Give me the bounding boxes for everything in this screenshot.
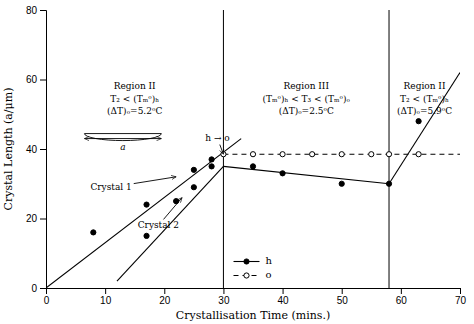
point xyxy=(250,164,255,169)
axis-line xyxy=(47,289,461,295)
tick-label: 10 xyxy=(100,295,112,306)
tick-label: 50 xyxy=(337,295,349,306)
tick-label: 40 xyxy=(278,295,290,306)
region-boundary xyxy=(389,10,390,288)
series-line xyxy=(46,139,241,288)
point xyxy=(91,230,96,235)
series-line xyxy=(223,166,389,183)
tick-label: 40 xyxy=(26,144,38,155)
tick-label: 80 xyxy=(26,5,38,16)
region-boundary xyxy=(223,10,224,288)
axis-line xyxy=(40,11,47,289)
annotations: Region II T₂ < (Tₘᵒ)ₕ (ΔT)ₒ=5.2ᵒC Region II… xyxy=(84,81,452,230)
legend-item: h xyxy=(234,255,273,266)
point xyxy=(369,152,374,157)
annotation: Region II xyxy=(114,81,156,91)
tick-mark xyxy=(283,288,284,294)
annotation: (ΔT)ₒ=5.2ᵒC xyxy=(107,106,162,116)
lens-diagram xyxy=(84,134,161,141)
point xyxy=(416,152,421,157)
plot-area: 0 10 20 30 40 50 60 70 0 20 40 60 80 Region II T₂ < (T… xyxy=(26,5,467,306)
annotation: Crystal 2 xyxy=(138,220,179,230)
annotation-arrow xyxy=(163,198,182,220)
tick-mark xyxy=(460,288,461,294)
tick: 0 xyxy=(31,283,46,294)
marks xyxy=(46,10,460,288)
point xyxy=(209,157,214,162)
annotation: h → o xyxy=(205,133,229,143)
point xyxy=(144,233,149,238)
annotation: Region II xyxy=(404,81,446,91)
y-axis: 0 20 40 60 80 xyxy=(26,5,47,294)
series-line xyxy=(117,166,223,281)
tick: 10 xyxy=(100,288,112,306)
tick-label: 70 xyxy=(455,295,467,306)
annotation-arrow xyxy=(220,145,224,155)
tick: 20 xyxy=(26,213,46,224)
tick-label: 60 xyxy=(26,74,38,85)
tick-label: 0 xyxy=(44,295,50,306)
annotation-arrow xyxy=(134,177,176,184)
point xyxy=(209,164,214,169)
tick: 30 xyxy=(218,288,230,306)
point xyxy=(310,152,315,157)
legend: ho xyxy=(234,255,273,280)
tick-mark xyxy=(40,10,46,11)
tick-mark xyxy=(40,219,46,220)
point-group xyxy=(91,119,421,239)
annotation: Crystal 1 xyxy=(90,182,131,192)
tick: 80 xyxy=(26,5,46,16)
tick-mark xyxy=(164,288,165,294)
chart: 0 10 20 30 40 50 60 70 0 20 40 60 80 Region II T₂ < (T… xyxy=(0,0,474,324)
point xyxy=(191,167,196,172)
tick-mark xyxy=(105,288,106,294)
annotation: T₂ < (Tₘᵒ)ₕ xyxy=(400,94,449,104)
legend-item: o xyxy=(234,269,272,280)
tick-mark xyxy=(401,288,402,294)
point-group xyxy=(221,152,421,157)
annotation: (ΔT)ₒ=2.5ᵒC xyxy=(279,106,334,116)
point xyxy=(416,119,421,124)
legend-marker xyxy=(244,259,249,264)
tick-mark xyxy=(40,288,46,289)
tick: 40 xyxy=(278,288,290,306)
point xyxy=(386,152,391,157)
tick-label: 60 xyxy=(396,295,408,306)
tick-mark xyxy=(223,288,224,294)
legend-label: o xyxy=(266,269,272,280)
tick-mark xyxy=(342,288,343,294)
point xyxy=(191,185,196,190)
tick: 40 xyxy=(26,144,46,155)
tick: 60 xyxy=(396,288,408,306)
tick: 50 xyxy=(337,288,349,306)
annotation: Region III xyxy=(283,81,329,91)
point xyxy=(144,202,149,207)
point xyxy=(386,181,391,186)
tick-mark xyxy=(40,80,46,81)
tick-label: 30 xyxy=(218,295,230,306)
x-axis-title: Crystallisation Time (mins.) xyxy=(176,309,330,322)
series-line xyxy=(389,73,460,184)
tick: 70 xyxy=(455,288,467,306)
tick-label: 20 xyxy=(159,295,171,306)
tick-mark xyxy=(40,149,46,150)
point xyxy=(280,171,285,176)
point xyxy=(280,152,285,157)
tick-label: 0 xyxy=(31,283,37,294)
tick: 0 xyxy=(44,288,50,306)
tick: 60 xyxy=(26,74,46,85)
tick: 20 xyxy=(159,288,171,306)
y-axis-title: Crystal Length (a/μm) xyxy=(2,88,15,211)
legend-marker xyxy=(244,273,249,278)
point xyxy=(339,152,344,157)
point xyxy=(250,152,255,157)
annotation: a xyxy=(120,142,125,152)
annotation: (Tₘᵒ)ₕ < T₃ < (Tₘᵒ)ₒ xyxy=(262,94,350,104)
point xyxy=(339,181,344,186)
tick-label: 20 xyxy=(26,213,38,224)
x-axis: 0 10 20 30 40 50 60 70 xyxy=(44,288,467,306)
annotation: (ΔT)ₒ=5.9ᵒC xyxy=(397,106,452,116)
annotation: T₂ < (Tₘᵒ)ₕ xyxy=(110,94,159,104)
legend-label: h xyxy=(266,255,273,266)
